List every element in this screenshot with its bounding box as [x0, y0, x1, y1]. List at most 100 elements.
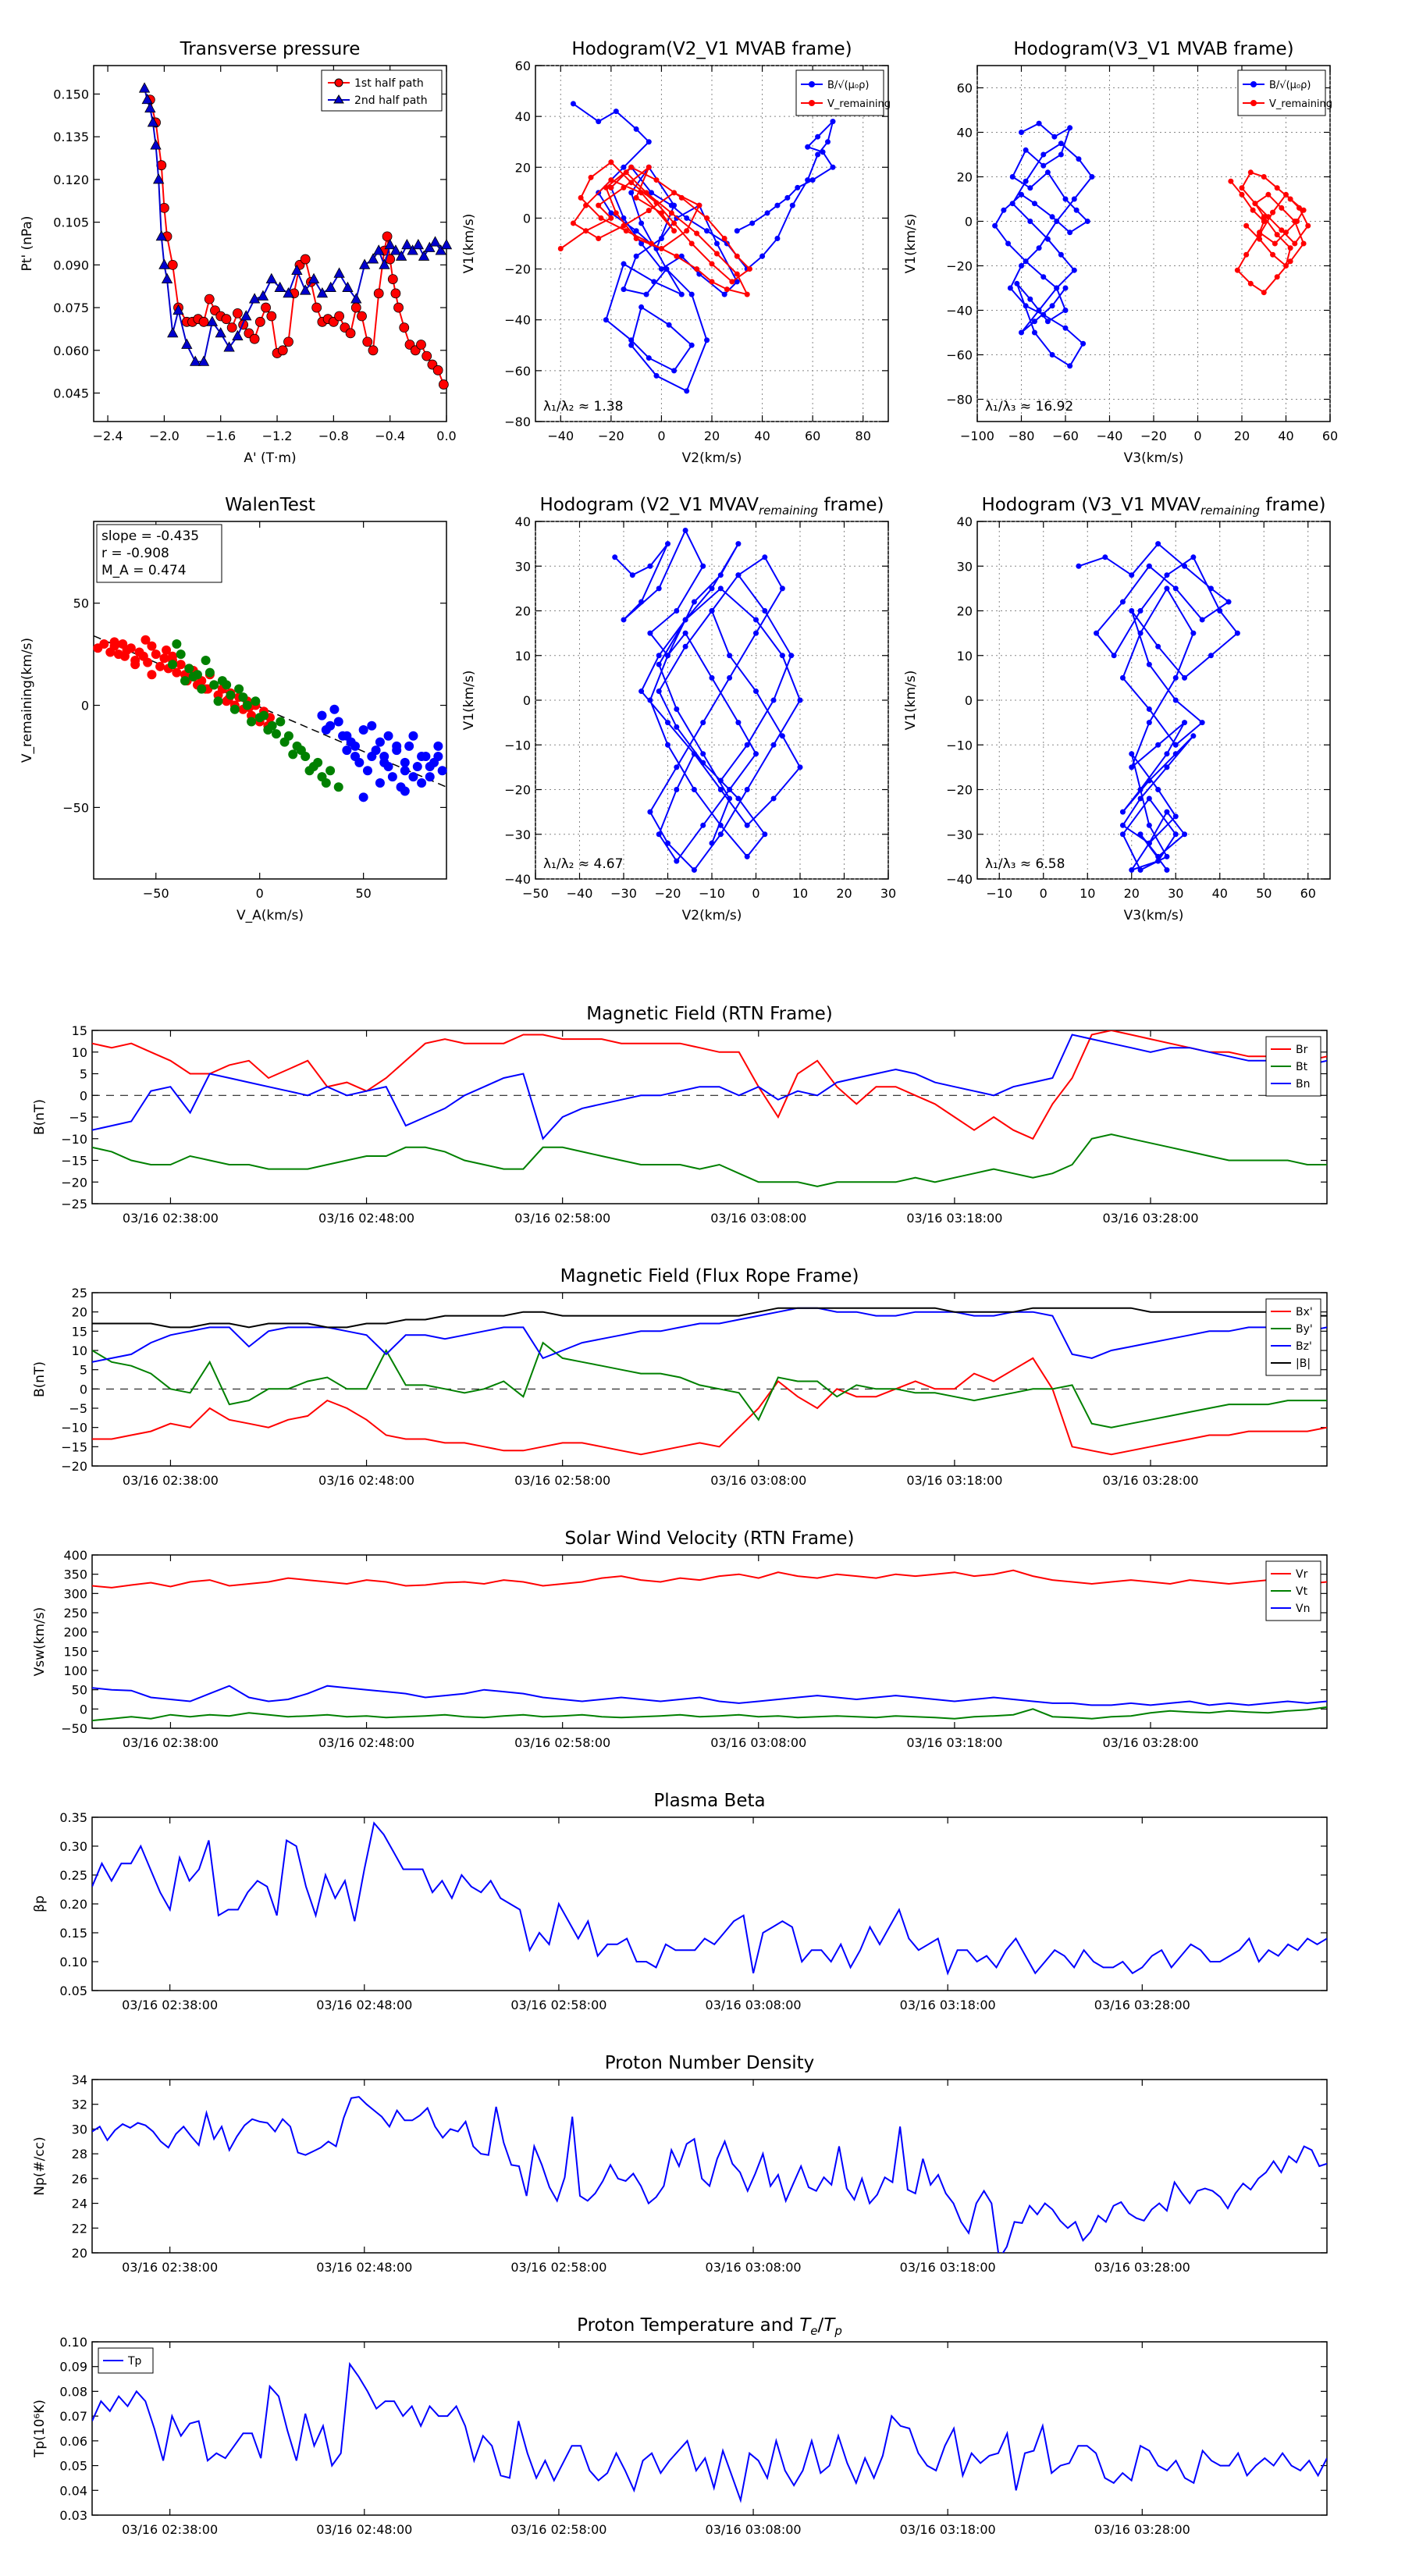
y-tick-label: 20 — [957, 170, 973, 185]
y-tick-label: 0.05 — [59, 1984, 87, 1998]
legend-label: Vr — [1296, 1568, 1308, 1581]
x-tick-label: 03/16 02:58:00 — [510, 2260, 606, 2275]
trajectory-point — [633, 228, 639, 234]
trajectory-point — [638, 190, 645, 196]
walen-point — [155, 661, 165, 671]
trajectory-point — [1164, 764, 1170, 770]
x-tick-label: −0.4 — [375, 429, 405, 443]
walen-point — [205, 667, 215, 678]
trajectory-point — [1172, 831, 1179, 838]
trajectory-point — [1137, 795, 1144, 802]
trajectory-point — [1208, 653, 1214, 659]
chart-transverse-pressure: Transverse pressure 0.045 0.060 0.075 0.090 0… — [20, 39, 457, 466]
trajectory-point — [759, 253, 766, 259]
trajectory-point — [638, 599, 645, 605]
x-tick-label: 30 — [880, 886, 896, 901]
trajectory-point — [646, 208, 652, 214]
trajectory-point — [1062, 325, 1069, 331]
trajectory-point — [1058, 251, 1064, 258]
data-point — [395, 250, 407, 261]
title-math: T — [799, 2315, 812, 2336]
trajectory-point — [774, 235, 781, 241]
trajectory-point — [1014, 280, 1020, 286]
trajectory-point — [1283, 229, 1289, 236]
y-tick-label: 25 — [72, 1286, 87, 1300]
x-tick-label: 03/16 02:38:00 — [123, 1735, 219, 1750]
trajectory-point — [1234, 630, 1240, 636]
x-tick-label: −40 — [567, 886, 593, 901]
x-tick-label: 0 — [657, 429, 665, 443]
walen-point — [209, 680, 219, 690]
trajectory-point — [805, 144, 811, 150]
trajectory-point — [621, 164, 627, 170]
x-tick-label: 03/16 03:28:00 — [1102, 1735, 1198, 1750]
walen-point — [321, 777, 331, 788]
y-tick-label: −40 — [504, 313, 531, 328]
trajectory-point — [1172, 742, 1179, 748]
trajectory-point — [1076, 563, 1082, 569]
trajectory-point — [713, 251, 720, 257]
data-point — [334, 311, 344, 322]
trajectory-point — [691, 751, 697, 757]
trajectory-point — [1049, 214, 1055, 220]
walen-point — [222, 680, 232, 690]
data-point — [233, 308, 243, 318]
trajectory-point — [671, 228, 678, 234]
series-line-bt — [92, 1133, 1327, 1187]
data-point — [155, 230, 167, 241]
x-tick-label: 03/16 02:48:00 — [318, 1473, 414, 1488]
chart-proton-density: Proton Number Density 20 22 24 26 28 30 32 34 03/… — [32, 2053, 1328, 2275]
trajectory-point — [1129, 608, 1135, 614]
legend-marker — [333, 94, 344, 104]
trajectory-point — [1287, 196, 1293, 202]
legend-label: Br — [1296, 1044, 1308, 1056]
trajectory-point — [1027, 185, 1033, 191]
plot-frame — [91, 1030, 1328, 1204]
y-tick-label: 300 — [63, 1586, 87, 1601]
trajectory-point — [678, 291, 685, 297]
walen-point — [325, 766, 336, 776]
y-tick-label: 250 — [63, 1606, 87, 1621]
trajectory-point — [1009, 201, 1016, 207]
trajectory-point — [603, 184, 609, 190]
trajectory-point — [1243, 251, 1250, 258]
y-tick-label: 200 — [63, 1625, 87, 1640]
trajectory-point — [1137, 630, 1144, 636]
y-tick-label: 5 — [80, 1363, 87, 1378]
y-tick-label: −30 — [946, 827, 973, 842]
x-axis-label: V3(km/s) — [1124, 908, 1184, 923]
chart-hodogram-v3-v1-mvab: Hodogram(V3_V1 MVAB frame) −80 −60 −40 −20 0 2… — [903, 39, 1338, 466]
series-line-np — [92, 2096, 1327, 2253]
y-tick-label: −80 — [504, 415, 531, 429]
trajectory-point — [596, 235, 602, 241]
data-point — [342, 281, 354, 292]
trajectory-point — [709, 261, 715, 267]
data-point — [350, 293, 362, 304]
trajectory-point — [1146, 661, 1152, 667]
y-tick-label: 0.045 — [53, 386, 89, 401]
trajectory-point — [734, 271, 740, 277]
data-point — [167, 327, 179, 338]
trajectory-point — [713, 240, 720, 247]
trajectory-point — [1274, 232, 1280, 238]
legend-label: Bt — [1296, 1061, 1308, 1073]
x-tick-label: 03/16 02:38:00 — [123, 1211, 219, 1226]
trajectory-point — [1234, 267, 1240, 273]
series-line-b — [92, 1307, 1327, 1329]
y-axis-label: B(nT) — [32, 1099, 48, 1135]
trajectory-point — [1287, 245, 1293, 251]
trajectory-point — [1172, 751, 1179, 757]
trajectory-point — [1071, 267, 1077, 273]
trajectory-point — [1164, 853, 1170, 859]
y-tick-label: 15 — [72, 1324, 87, 1339]
walen-point — [329, 704, 340, 714]
y-tick-label: 0.135 — [53, 130, 89, 144]
walen-point — [238, 692, 248, 703]
y-tick-label: 26 — [72, 2172, 87, 2186]
data-point — [161, 272, 173, 284]
walen-point — [247, 717, 257, 727]
walen-point — [333, 717, 343, 727]
trajectory-line — [572, 103, 834, 393]
trajectory-point — [1155, 853, 1161, 859]
chart-hodogram-v3-v1-mvav: Hodogram (V3_V1 MVAVremaining frame)−40−… — [903, 495, 1331, 923]
